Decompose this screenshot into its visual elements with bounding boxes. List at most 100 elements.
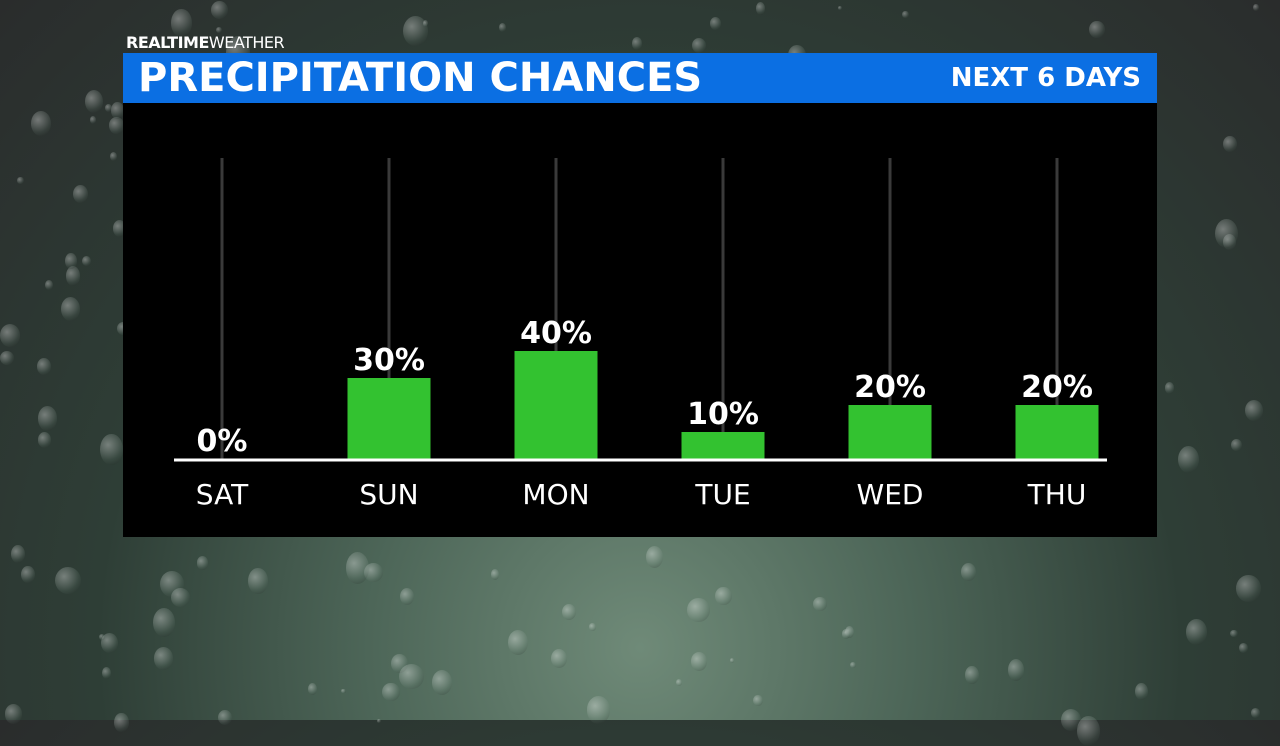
raindrop bbox=[85, 89, 104, 113]
raindrop bbox=[1253, 3, 1260, 12]
raindrop bbox=[60, 296, 80, 321]
raindrop bbox=[55, 566, 82, 594]
x-tick-label: SUN bbox=[359, 478, 418, 511]
data-label: 20% bbox=[1021, 370, 1093, 405]
raindrop bbox=[341, 688, 346, 694]
bar-sun bbox=[347, 378, 431, 459]
raindrop bbox=[390, 653, 409, 674]
raindrop bbox=[1177, 445, 1200, 474]
raindrop bbox=[37, 405, 58, 431]
raindrop bbox=[31, 111, 51, 137]
raindrop bbox=[346, 551, 369, 584]
raindrop bbox=[589, 623, 596, 631]
raindrop bbox=[901, 10, 909, 19]
brand-bold: REALTIME bbox=[126, 33, 209, 52]
raindrop bbox=[37, 432, 52, 448]
raindrop bbox=[691, 37, 706, 53]
raindrop bbox=[1236, 575, 1261, 602]
raindrop bbox=[108, 117, 124, 134]
raindrop bbox=[152, 608, 175, 638]
raindrop bbox=[398, 664, 424, 690]
raindrop bbox=[1135, 682, 1148, 700]
raindrop bbox=[561, 603, 576, 621]
raindrop bbox=[399, 588, 414, 606]
data-label: 40% bbox=[520, 316, 592, 351]
raindrop bbox=[215, 26, 222, 33]
raindrop bbox=[218, 709, 232, 725]
raindrop bbox=[432, 669, 453, 695]
raindrop bbox=[964, 665, 979, 685]
raindrop bbox=[1223, 136, 1237, 153]
raindrop bbox=[364, 562, 383, 582]
raindrop bbox=[66, 265, 81, 286]
raindrop bbox=[646, 546, 664, 569]
raindrop bbox=[307, 683, 318, 696]
raindrop bbox=[729, 657, 735, 663]
raindrop bbox=[499, 22, 507, 32]
raindrop bbox=[104, 103, 112, 112]
raindrop bbox=[756, 2, 766, 15]
bar-wed bbox=[848, 405, 932, 459]
raindrop bbox=[507, 629, 528, 656]
bar-chart: 0% SAT 30% SUN 40% MON 10% TUE 20% WED 20% THU bbox=[174, 158, 1107, 511]
raindrop bbox=[709, 17, 721, 31]
raindrop bbox=[960, 563, 976, 582]
raindrop bbox=[101, 666, 112, 680]
raindrop bbox=[1222, 233, 1237, 251]
raindrop bbox=[196, 556, 209, 570]
bar-tue bbox=[681, 432, 765, 459]
raindrop bbox=[841, 629, 851, 639]
x-tick-label: SAT bbox=[196, 478, 249, 511]
raindrop bbox=[4, 704, 23, 724]
raindrop bbox=[490, 569, 499, 580]
raindrop bbox=[813, 597, 827, 612]
chart-subtitle: NEXT 6 DAYS bbox=[950, 63, 1141, 93]
raindrop bbox=[382, 683, 400, 702]
x-tick-label: WED bbox=[857, 478, 924, 511]
raindrop bbox=[0, 324, 20, 347]
raindrop bbox=[403, 15, 429, 46]
raindrop bbox=[849, 661, 857, 669]
raindrop bbox=[1089, 20, 1106, 39]
raindrop bbox=[1007, 658, 1024, 681]
raindrop bbox=[1239, 643, 1249, 653]
raindrop bbox=[111, 101, 124, 119]
bar-thu bbox=[1015, 405, 1099, 459]
raindrop bbox=[687, 598, 711, 622]
raindrop bbox=[1229, 629, 1238, 638]
data-label: 30% bbox=[353, 343, 425, 378]
x-tick-label: THU bbox=[1027, 478, 1087, 511]
raindrop bbox=[586, 696, 611, 724]
raindrop bbox=[715, 586, 732, 605]
raindrop bbox=[1245, 399, 1264, 421]
data-label: 20% bbox=[854, 370, 926, 405]
raindrop bbox=[632, 37, 643, 50]
raindrop bbox=[837, 5, 843, 11]
data-label: 0% bbox=[197, 424, 248, 459]
raindrop bbox=[248, 567, 269, 595]
raindrop bbox=[90, 116, 97, 124]
header-bar: PRECIPITATION CHANCES NEXT 6 DAYS bbox=[123, 53, 1157, 103]
raindrop bbox=[160, 571, 184, 598]
raindrop bbox=[10, 544, 25, 563]
bar-mon bbox=[514, 351, 598, 459]
raindrop bbox=[171, 9, 192, 37]
raindrop bbox=[100, 434, 123, 466]
raindrop bbox=[37, 357, 51, 375]
x-tick-label: MON bbox=[522, 478, 589, 511]
brand-logo: REALTIMEWEATHER bbox=[126, 33, 285, 52]
brand-light: WEATHER bbox=[208, 33, 285, 52]
data-label: 10% bbox=[687, 397, 759, 432]
raindrop bbox=[753, 694, 764, 707]
raindrop bbox=[1186, 619, 1207, 646]
raindrop bbox=[65, 253, 77, 270]
raindrop bbox=[691, 652, 707, 671]
raindrop bbox=[45, 280, 54, 291]
raindrop bbox=[98, 634, 105, 641]
raindrop bbox=[171, 587, 190, 607]
raindrop bbox=[845, 626, 855, 639]
raindrop bbox=[100, 632, 118, 653]
raindrop bbox=[210, 0, 229, 19]
raindrop bbox=[72, 184, 88, 203]
raindrop bbox=[1250, 708, 1261, 719]
